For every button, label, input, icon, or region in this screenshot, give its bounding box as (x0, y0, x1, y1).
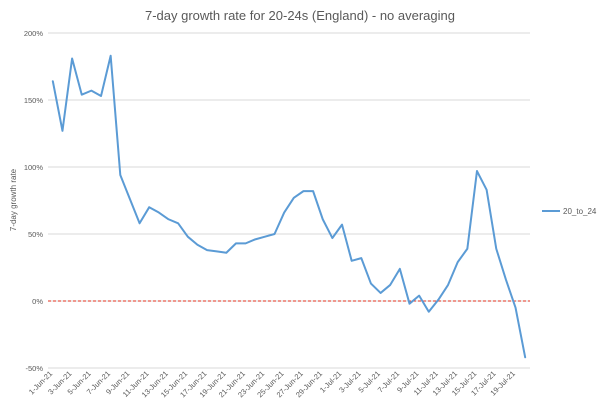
data-point (283, 211, 285, 213)
y-axis-ticks: 200% 150% 100% 50% 0% -50% (24, 29, 44, 373)
data-point (399, 268, 401, 270)
data-point (418, 294, 420, 296)
chart-title: 7-day growth rate for 20-24s (England) -… (145, 8, 455, 23)
data-point (187, 235, 189, 237)
y-tick-label: -50% (25, 364, 43, 373)
y-axis-label: 7-day growth rate (9, 168, 18, 231)
data-point (437, 298, 439, 300)
data-point (447, 284, 449, 286)
data-point (235, 242, 237, 244)
data-point (129, 198, 131, 200)
data-point (428, 311, 430, 313)
data-point (167, 218, 169, 220)
data-point (177, 222, 179, 224)
data-point (331, 237, 333, 239)
data-point (100, 95, 102, 97)
y-tick-label: 50% (28, 230, 43, 239)
data-point (225, 252, 227, 254)
data-point (90, 89, 92, 91)
data-point (505, 278, 507, 280)
y-tick-label: 0% (32, 297, 43, 306)
data-point (341, 223, 343, 225)
data-point (408, 302, 410, 304)
data-point (254, 238, 256, 240)
data-point (350, 260, 352, 262)
data-point (196, 244, 198, 246)
data-point (206, 249, 208, 251)
data-point (476, 170, 478, 172)
data-point (244, 242, 246, 244)
data-point (148, 206, 150, 208)
data-point (138, 222, 140, 224)
data-point (264, 235, 266, 237)
y-tick-label: 200% (24, 29, 44, 38)
data-point (379, 292, 381, 294)
legend-label: 20_to_24 (563, 207, 597, 216)
data-point (466, 248, 468, 250)
data-point (293, 197, 295, 199)
data-point (389, 284, 391, 286)
data-point (81, 93, 83, 95)
data-point (322, 218, 324, 220)
y-tick-label: 150% (24, 96, 44, 105)
data-point (61, 130, 63, 132)
legend: 20_to_24 (542, 207, 597, 216)
data-point (158, 211, 160, 213)
y-tick-label: 100% (24, 163, 44, 172)
data-point (71, 57, 73, 59)
data-point (216, 250, 218, 252)
data-point (485, 189, 487, 191)
data-point (514, 307, 516, 309)
data-point (302, 190, 304, 192)
data-point (360, 257, 362, 259)
gridlines (48, 32, 530, 369)
x-axis-ticks: 1-Jun-213-Jun-215-Jun-217-Jun-219-Jun-21… (27, 369, 517, 399)
series-layer (51, 54, 527, 359)
data-point (52, 80, 54, 82)
data-point (273, 233, 275, 235)
data-point (457, 261, 459, 263)
data-point (495, 248, 497, 250)
data-point (119, 174, 121, 176)
data-point (524, 356, 526, 358)
series-line-20_to_24 (51, 54, 527, 359)
data-point (312, 190, 314, 192)
data-point (109, 55, 111, 57)
data-point (370, 282, 372, 284)
